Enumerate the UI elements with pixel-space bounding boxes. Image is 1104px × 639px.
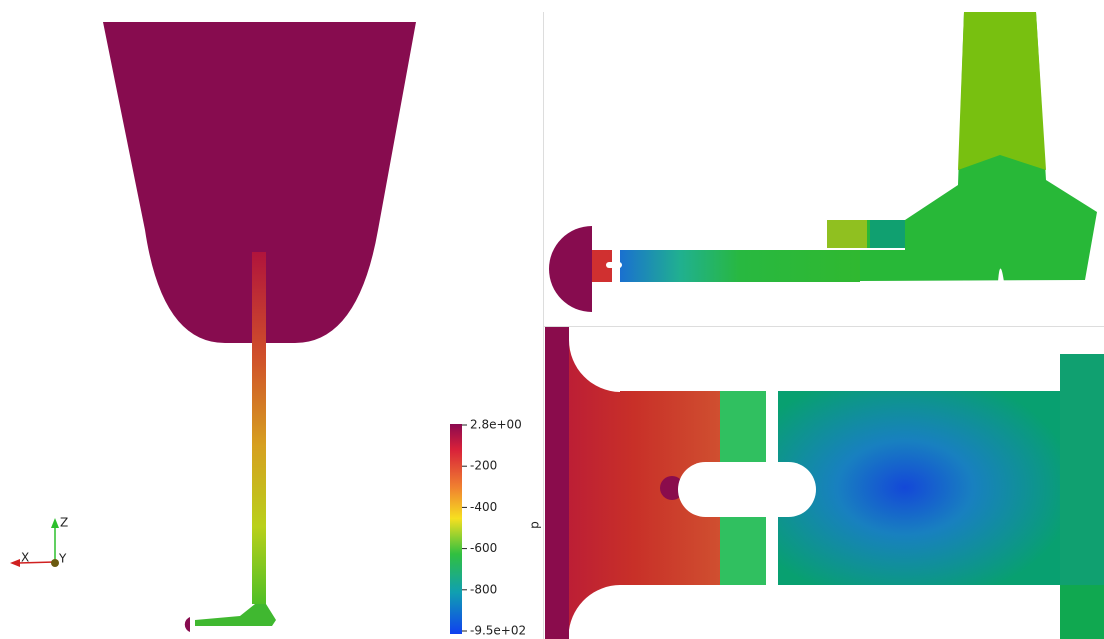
bottom-right-view <box>545 327 1104 639</box>
colorbar-label: -600 <box>470 541 497 555</box>
cap <box>184 617 190 632</box>
colorbar-label: -400 <box>470 500 497 514</box>
colorbar-label: -800 <box>470 582 497 596</box>
colorbar-label: -200 <box>470 459 497 473</box>
stem <box>252 252 266 604</box>
colorbar-title: p <box>528 521 542 529</box>
axes-gizmo: Z X Y <box>10 516 68 567</box>
left-view <box>103 22 416 632</box>
axis-y-label: Y <box>58 552 67 566</box>
colorbar-gradient <box>450 424 462 634</box>
axis-x-label: X <box>21 551 29 565</box>
top-right-view <box>549 12 1097 312</box>
colorbar-label: -9.5e+02 <box>470 624 526 638</box>
base <box>195 604 276 626</box>
colorbar: p 2.8e+00 -200 -400 -600 -800 -9.5e+02 <box>450 418 542 638</box>
colorbar-label: 2.8e+00 <box>470 418 522 432</box>
axis-z-label: Z <box>60 516 68 530</box>
flask-body <box>103 22 416 343</box>
